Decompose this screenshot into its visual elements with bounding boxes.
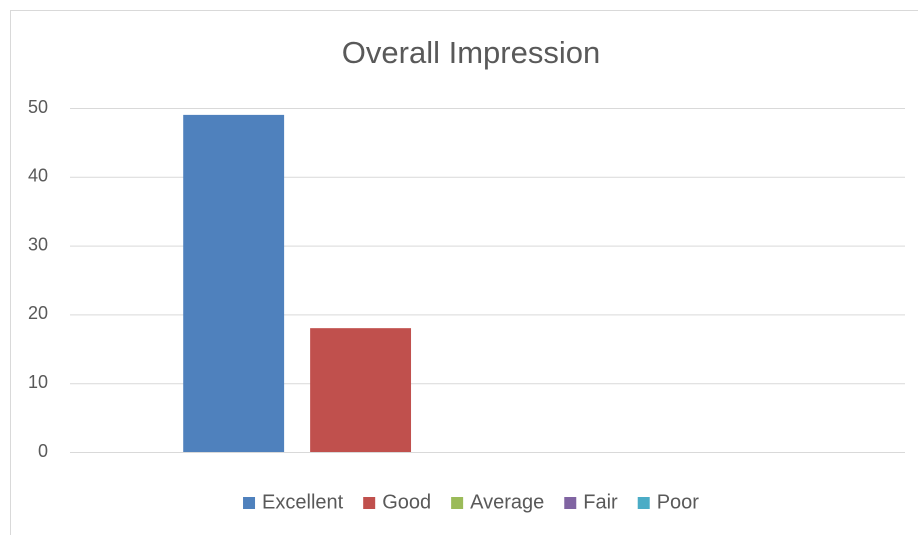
y-tick-label: 30 bbox=[28, 234, 48, 254]
chart-title: Overall Impression bbox=[342, 35, 600, 70]
y-tick-label: 0 bbox=[38, 441, 48, 461]
legend-label: Poor bbox=[657, 491, 700, 513]
chart-area bbox=[10, 10, 918, 535]
legend-swatch bbox=[451, 497, 464, 509]
legend-swatch bbox=[564, 497, 577, 509]
legend-swatch bbox=[243, 497, 256, 509]
bar bbox=[310, 328, 412, 452]
legend-label: Good bbox=[382, 491, 431, 513]
legend-label: Fair bbox=[583, 491, 618, 513]
y-tick-label: 20 bbox=[28, 303, 48, 323]
legend-label: Excellent bbox=[262, 491, 344, 513]
y-tick-label: 40 bbox=[28, 166, 48, 186]
legend-swatch bbox=[363, 497, 376, 509]
y-tick-label: 50 bbox=[28, 97, 48, 117]
legend-swatch bbox=[637, 497, 650, 509]
legend-label: Average bbox=[470, 491, 544, 513]
y-tick-label: 10 bbox=[28, 372, 48, 392]
bar bbox=[183, 114, 285, 452]
